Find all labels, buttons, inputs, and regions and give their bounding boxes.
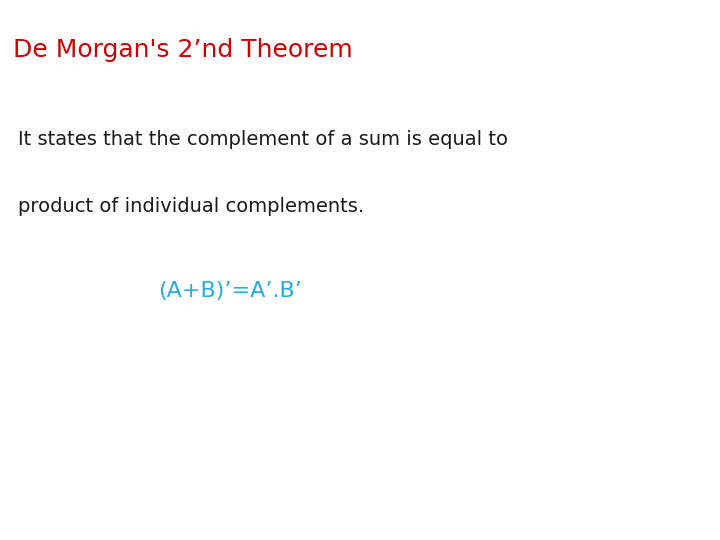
Text: De Morgan's 2’nd Theorem: De Morgan's 2’nd Theorem xyxy=(13,38,353,62)
Text: product of individual complements.: product of individual complements. xyxy=(18,197,364,216)
Text: (A+B)’=A’.B’: (A+B)’=A’.B’ xyxy=(158,281,302,301)
Text: It states that the complement of a sum is equal to: It states that the complement of a sum i… xyxy=(18,130,508,148)
